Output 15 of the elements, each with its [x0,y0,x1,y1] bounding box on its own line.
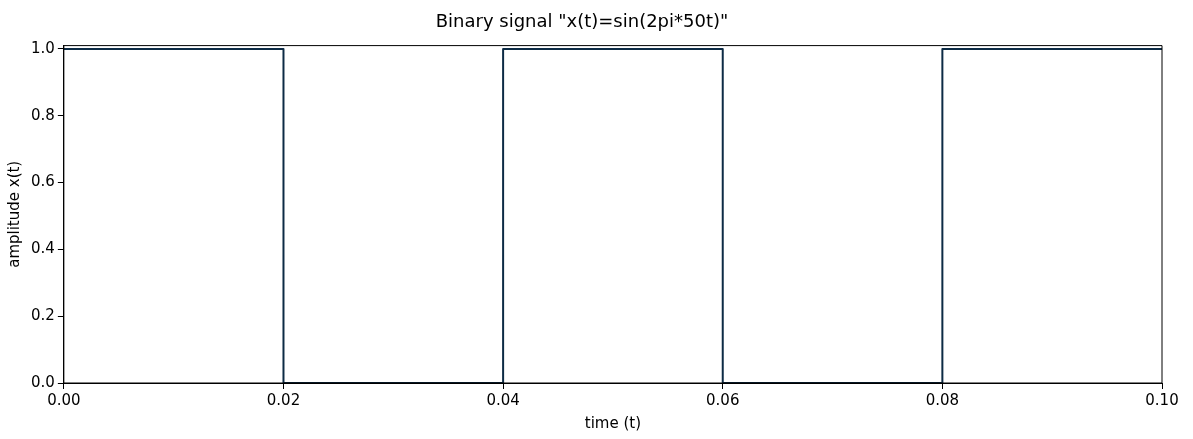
y-tick-label: 0.4 [31,239,55,258]
x-tick-label: 0.04 [486,390,520,409]
y-tick-label: 0.0 [31,372,55,391]
x-tick-label: 0.02 [266,390,301,409]
x-tick-label: 0.06 [706,390,740,409]
x-axis-title: time (t) [584,413,642,432]
x-tick-label: 0.08 [925,390,960,409]
y-tick-label: 0.2 [31,306,55,325]
chart-title: Binary signal "x(t)=sin(2pi*50t)" [435,10,729,32]
x-tick-label: 0.00 [47,390,81,409]
x-tick-label: 0.10 [1145,390,1179,409]
y-axis-title: amplitude x(t) [4,160,23,268]
y-tick-label: 1.0 [31,38,55,57]
y-tick-label: 0.8 [31,105,55,124]
y-tick-label: 0.6 [31,172,55,191]
